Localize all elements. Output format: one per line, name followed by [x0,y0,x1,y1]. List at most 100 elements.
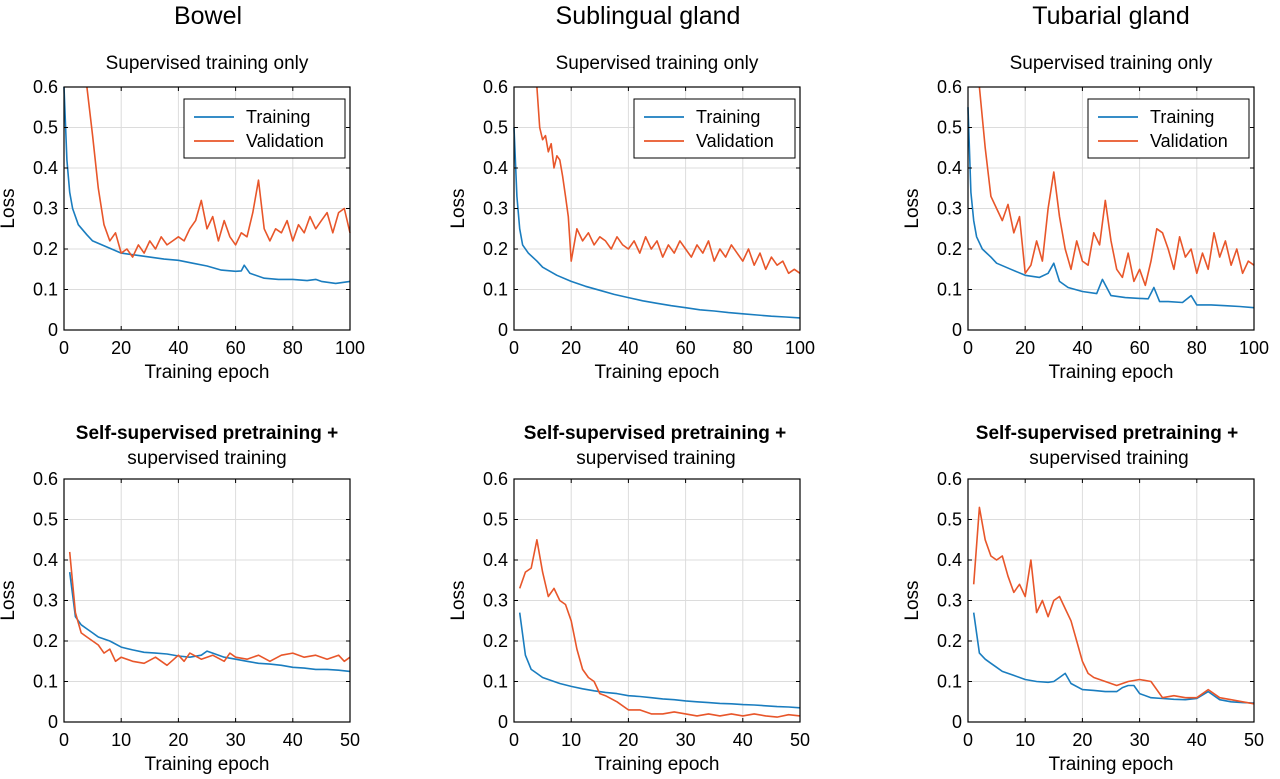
legend: Training Validation [1087,98,1250,159]
x-tick-label: 60 [676,338,696,358]
row-title-bottom-line2-tubarial: supervised training [1029,448,1188,469]
y-axis-label: Loss [0,580,19,620]
y-axis-label: Loss [0,188,19,228]
y-tick-label: 0.1 [33,672,58,692]
series-line-training [967,107,1255,309]
y-tick-label: 0.3 [937,591,962,611]
y-axis-label: Loss [902,188,923,228]
x-tick-label: 40 [1072,338,1092,358]
x-tick-label: 20 [561,338,581,358]
y-tick-label: 0 [952,712,962,732]
y-tick-label: 0.2 [33,631,58,651]
legend-label-validation: Validation [246,131,324,151]
chart-tubarial-supervised: 0 20 40 60 80 100 0 0.1 0.2 0.3 0.4 0.5 0.6 Training … [902,77,1269,383]
y-tick-label: 0.5 [937,118,962,138]
y-tick-label: 0.5 [483,510,508,530]
y-tick-label: 0.5 [33,510,58,530]
x-tick-label: 20 [1072,730,1092,750]
y-tick-label: 0.1 [483,280,508,300]
series-line-validation [86,86,351,258]
y-tick-label: 0.3 [483,199,508,219]
row-title-top-tubarial: Supervised training only [1010,53,1213,74]
y-tick-label: 0.6 [483,469,508,489]
y-tick-label: 0.1 [937,280,962,300]
x-tick-label: 40 [733,730,753,750]
chart-tubarial-pretrained: 0 10 20 30 40 50 0 0.1 0.2 0.3 0.4 0.5 0.6 Training e… [902,469,1264,775]
y-tick-label: 0.6 [33,469,58,489]
x-tick-label: 60 [226,338,246,358]
series-line-training [518,612,801,709]
column-title-sublingual-gland: Sublingual gland [556,2,741,30]
x-tick-label: 80 [733,338,753,358]
chart-sublingual-pretrained: 0 10 20 30 40 50 0 0.1 0.2 0.3 0.4 0.5 0.6 Training e… [448,469,810,775]
y-tick-label: 0.2 [483,239,508,259]
legend-label-validation: Validation [696,131,774,151]
x-tick-label: 0 [509,730,519,750]
row-title-bottom-line1-tubarial: Self-supervised pretraining + [976,423,1238,444]
x-axis-label: Training epoch [145,754,270,775]
x-tick-label: 50 [340,730,360,750]
x-tick-label: 0 [509,338,519,358]
row-title-top-sublingual: Supervised training only [556,53,759,74]
y-tick-label: 0.1 [937,672,962,692]
y-axis-label: Loss [448,580,469,620]
x-tick-label: 10 [561,730,581,750]
legend-label-training: Training [246,107,310,127]
legend-label-training: Training [696,107,760,127]
y-tick-label: 0.4 [33,158,58,178]
y-tick-label: 0.2 [33,239,58,259]
x-tick-label: 80 [1187,338,1207,358]
x-tick-label: 30 [676,730,696,750]
x-axis-label: Training epoch [595,362,720,383]
x-axis-label: Training epoch [595,754,720,775]
x-tick-label: 40 [283,730,303,750]
y-tick-label: 0.1 [483,672,508,692]
row-title-top-bowel: Supervised training only [106,53,309,74]
x-tick-label: 50 [790,730,810,750]
y-tick-label: 0 [48,712,58,732]
x-tick-label: 30 [1130,730,1150,750]
y-tick-label: 0.6 [937,77,962,97]
series-line-validation [68,551,351,667]
y-tick-label: 0.5 [937,510,962,530]
y-tick-label: 0.6 [483,77,508,97]
y-tick-label: 0 [498,320,508,340]
series-line-validation [972,506,1255,705]
legend-box [1087,98,1250,159]
x-tick-label: 100 [1239,338,1269,358]
y-tick-label: 0.2 [937,239,962,259]
x-tick-label: 10 [1015,730,1035,750]
y-tick-label: 0.4 [483,550,508,570]
x-tick-label: 20 [1015,338,1035,358]
y-axis-label: Loss [902,580,923,620]
row-title-bottom-line2-bowel: supervised training [127,448,286,469]
series-line-training [68,571,351,673]
x-tick-label: 20 [168,730,188,750]
x-tick-label: 60 [1130,338,1150,358]
y-tick-label: 0.6 [33,77,58,97]
legend: Training Validation [183,98,346,159]
y-tick-label: 0.3 [33,591,58,611]
chart-bowel-pretrained: 0 10 20 30 40 50 0 0.1 0.2 0.3 0.4 0.5 0.6 Training e… [0,469,360,775]
series-line-training [972,612,1255,704]
x-tick-label: 0 [963,338,973,358]
x-tick-label: 40 [1187,730,1207,750]
x-tick-label: 100 [335,338,365,358]
chart-bowel-supervised: 0 20 40 60 80 100 0 0.1 0.2 0.3 0.4 0.5 0.6 Training … [0,77,365,383]
y-tick-label: 0.4 [483,158,508,178]
row-title-bottom-line1-bowel: Self-supervised pretraining + [76,423,338,444]
y-tick-label: 0 [48,320,58,340]
x-axis-label: Training epoch [1049,362,1174,383]
series-line-training [63,86,351,285]
series-line-validation [978,86,1255,287]
chart-panels: 0 20 40 60 80 10000.10.20.30.40.50.6Training … [0,77,1269,775]
y-tick-label: 0.5 [33,118,58,138]
y-tick-label: 0.1 [33,280,58,300]
y-tick-label: 0 [952,320,962,340]
series-line-validation [518,538,801,718]
y-tick-label: 0.2 [937,631,962,651]
y-tick-label: 0.2 [483,631,508,651]
row-title-bottom-line1-sublingual: Self-supervised pretraining + [524,423,786,444]
x-axis-label: Training epoch [1049,754,1174,775]
